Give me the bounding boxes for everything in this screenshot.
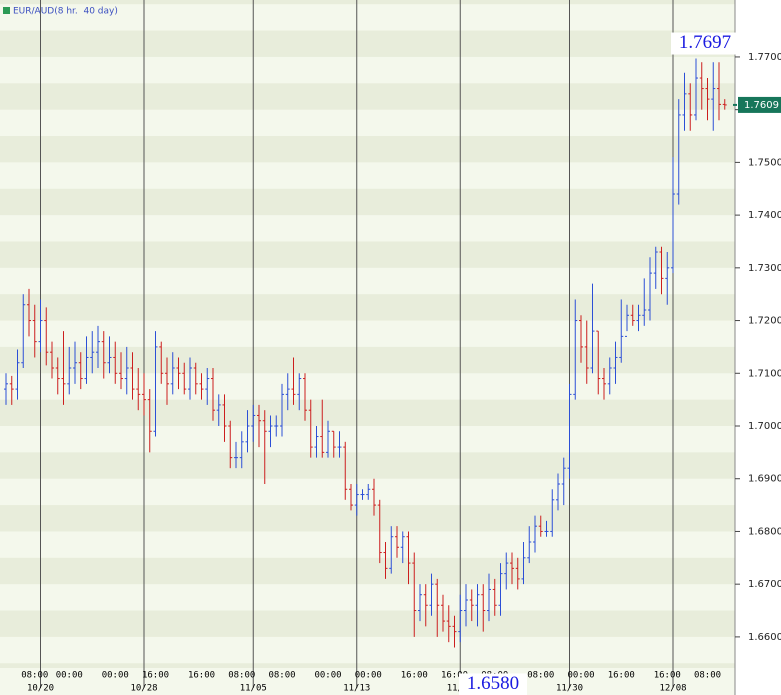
y-tick-label: 1.6600 — [748, 632, 781, 643]
annotation-box — [671, 32, 739, 55]
y-tick-label: 1.7500 — [748, 157, 781, 168]
x-tick-label: 08:00 — [21, 671, 48, 681]
x-tick-label: 08:00 — [268, 671, 295, 681]
y-tick-label: 1.7100 — [748, 368, 781, 379]
x-tick-label: 16:00 — [654, 671, 681, 681]
x-tick-label: 08:00 — [527, 671, 554, 681]
band — [0, 505, 735, 532]
last-price-box — [738, 96, 781, 113]
date-label: 10/28 — [130, 684, 157, 694]
band — [0, 188, 735, 216]
band — [0, 346, 735, 374]
date-label: 11/30 — [556, 684, 583, 694]
title-icon — [3, 7, 10, 14]
x-tick-label: 16:00 — [188, 671, 215, 681]
band — [0, 399, 735, 427]
date-label: 11/05 — [240, 684, 267, 694]
y-tick-label: 1.6700 — [748, 579, 781, 590]
band — [0, 241, 735, 268]
date-label: 12/08 — [659, 684, 686, 694]
band — [0, 663, 735, 668]
plot — [4, 58, 727, 648]
band — [0, 557, 735, 585]
x-tick-label: 00:00 — [355, 671, 382, 681]
x-tick-label: 16:00 — [608, 671, 635, 681]
band — [0, 610, 735, 637]
x-tick-label: 00:00 — [56, 671, 83, 681]
band — [0, 30, 735, 57]
date-label: 11/13 — [343, 684, 370, 694]
plot-area — [0, 0, 735, 668]
y-tick-label: 1.7200 — [748, 316, 781, 327]
band — [0, 294, 735, 321]
x-tick-label: 16:00 — [142, 671, 169, 681]
annotation: 1.7697 — [679, 32, 731, 53]
y-tick-label: 1.7700 — [748, 52, 781, 63]
x-tick-label: 00:00 — [314, 671, 341, 681]
y-tick-label: 1.6900 — [748, 474, 781, 485]
x-tick-label: 08:00 — [228, 671, 255, 681]
x-tick-label: 00:00 — [102, 671, 129, 681]
last-price-label: 1.7609 — [744, 100, 779, 111]
x-axis-strip — [0, 668, 735, 695]
chart-title: EUR/AUD(8 hr. 40 day) — [13, 7, 118, 17]
x-tick-label: 08:00 — [694, 671, 721, 681]
y-tick-label: 1.7300 — [748, 263, 781, 274]
band — [0, 83, 735, 110]
x-tick-label: 16:00 — [401, 671, 428, 681]
date-label: 10/20 — [27, 684, 54, 694]
y-tick-label: 1.7000 — [748, 421, 781, 432]
x-tick-label: 16:00 — [441, 671, 468, 681]
x-tick-label: 00:00 — [567, 671, 594, 681]
y-tick-label: 1.7400 — [748, 210, 781, 221]
band — [0, 136, 735, 163]
y-tick-label: 1.6800 — [748, 526, 781, 537]
band — [0, 0, 735, 5]
band — [0, 452, 735, 479]
plot-bands — [0, 0, 736, 695]
annotation-box — [459, 673, 527, 695]
annotation: 1.6580 — [467, 673, 519, 694]
